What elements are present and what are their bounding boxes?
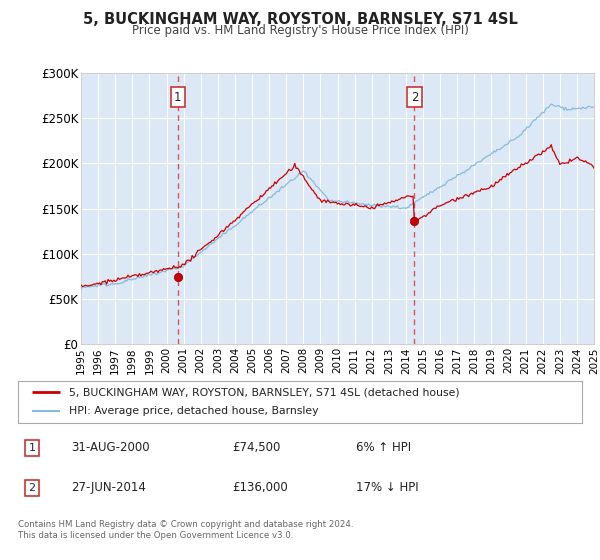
Text: 17% ↓ HPI: 17% ↓ HPI [356, 482, 419, 494]
Text: £74,500: £74,500 [232, 441, 281, 454]
Text: This data is licensed under the Open Government Licence v3.0.: This data is licensed under the Open Gov… [18, 531, 293, 540]
Text: 27-JUN-2014: 27-JUN-2014 [71, 482, 146, 494]
Text: £136,000: £136,000 [232, 482, 288, 494]
Text: Price paid vs. HM Land Registry's House Price Index (HPI): Price paid vs. HM Land Registry's House … [131, 24, 469, 37]
Text: 1: 1 [29, 443, 35, 453]
Text: 6% ↑ HPI: 6% ↑ HPI [356, 441, 412, 454]
Text: 5, BUCKINGHAM WAY, ROYSTON, BARNSLEY, S71 4SL (detached house): 5, BUCKINGHAM WAY, ROYSTON, BARNSLEY, S7… [69, 387, 460, 397]
Text: 2: 2 [29, 483, 35, 493]
Text: HPI: Average price, detached house, Barnsley: HPI: Average price, detached house, Barn… [69, 407, 318, 417]
Text: 2: 2 [410, 91, 418, 104]
Text: 31-AUG-2000: 31-AUG-2000 [71, 441, 150, 454]
Text: 5, BUCKINGHAM WAY, ROYSTON, BARNSLEY, S71 4SL: 5, BUCKINGHAM WAY, ROYSTON, BARNSLEY, S7… [83, 12, 517, 27]
Text: Contains HM Land Registry data © Crown copyright and database right 2024.: Contains HM Land Registry data © Crown c… [18, 520, 353, 529]
Text: 1: 1 [174, 91, 182, 104]
